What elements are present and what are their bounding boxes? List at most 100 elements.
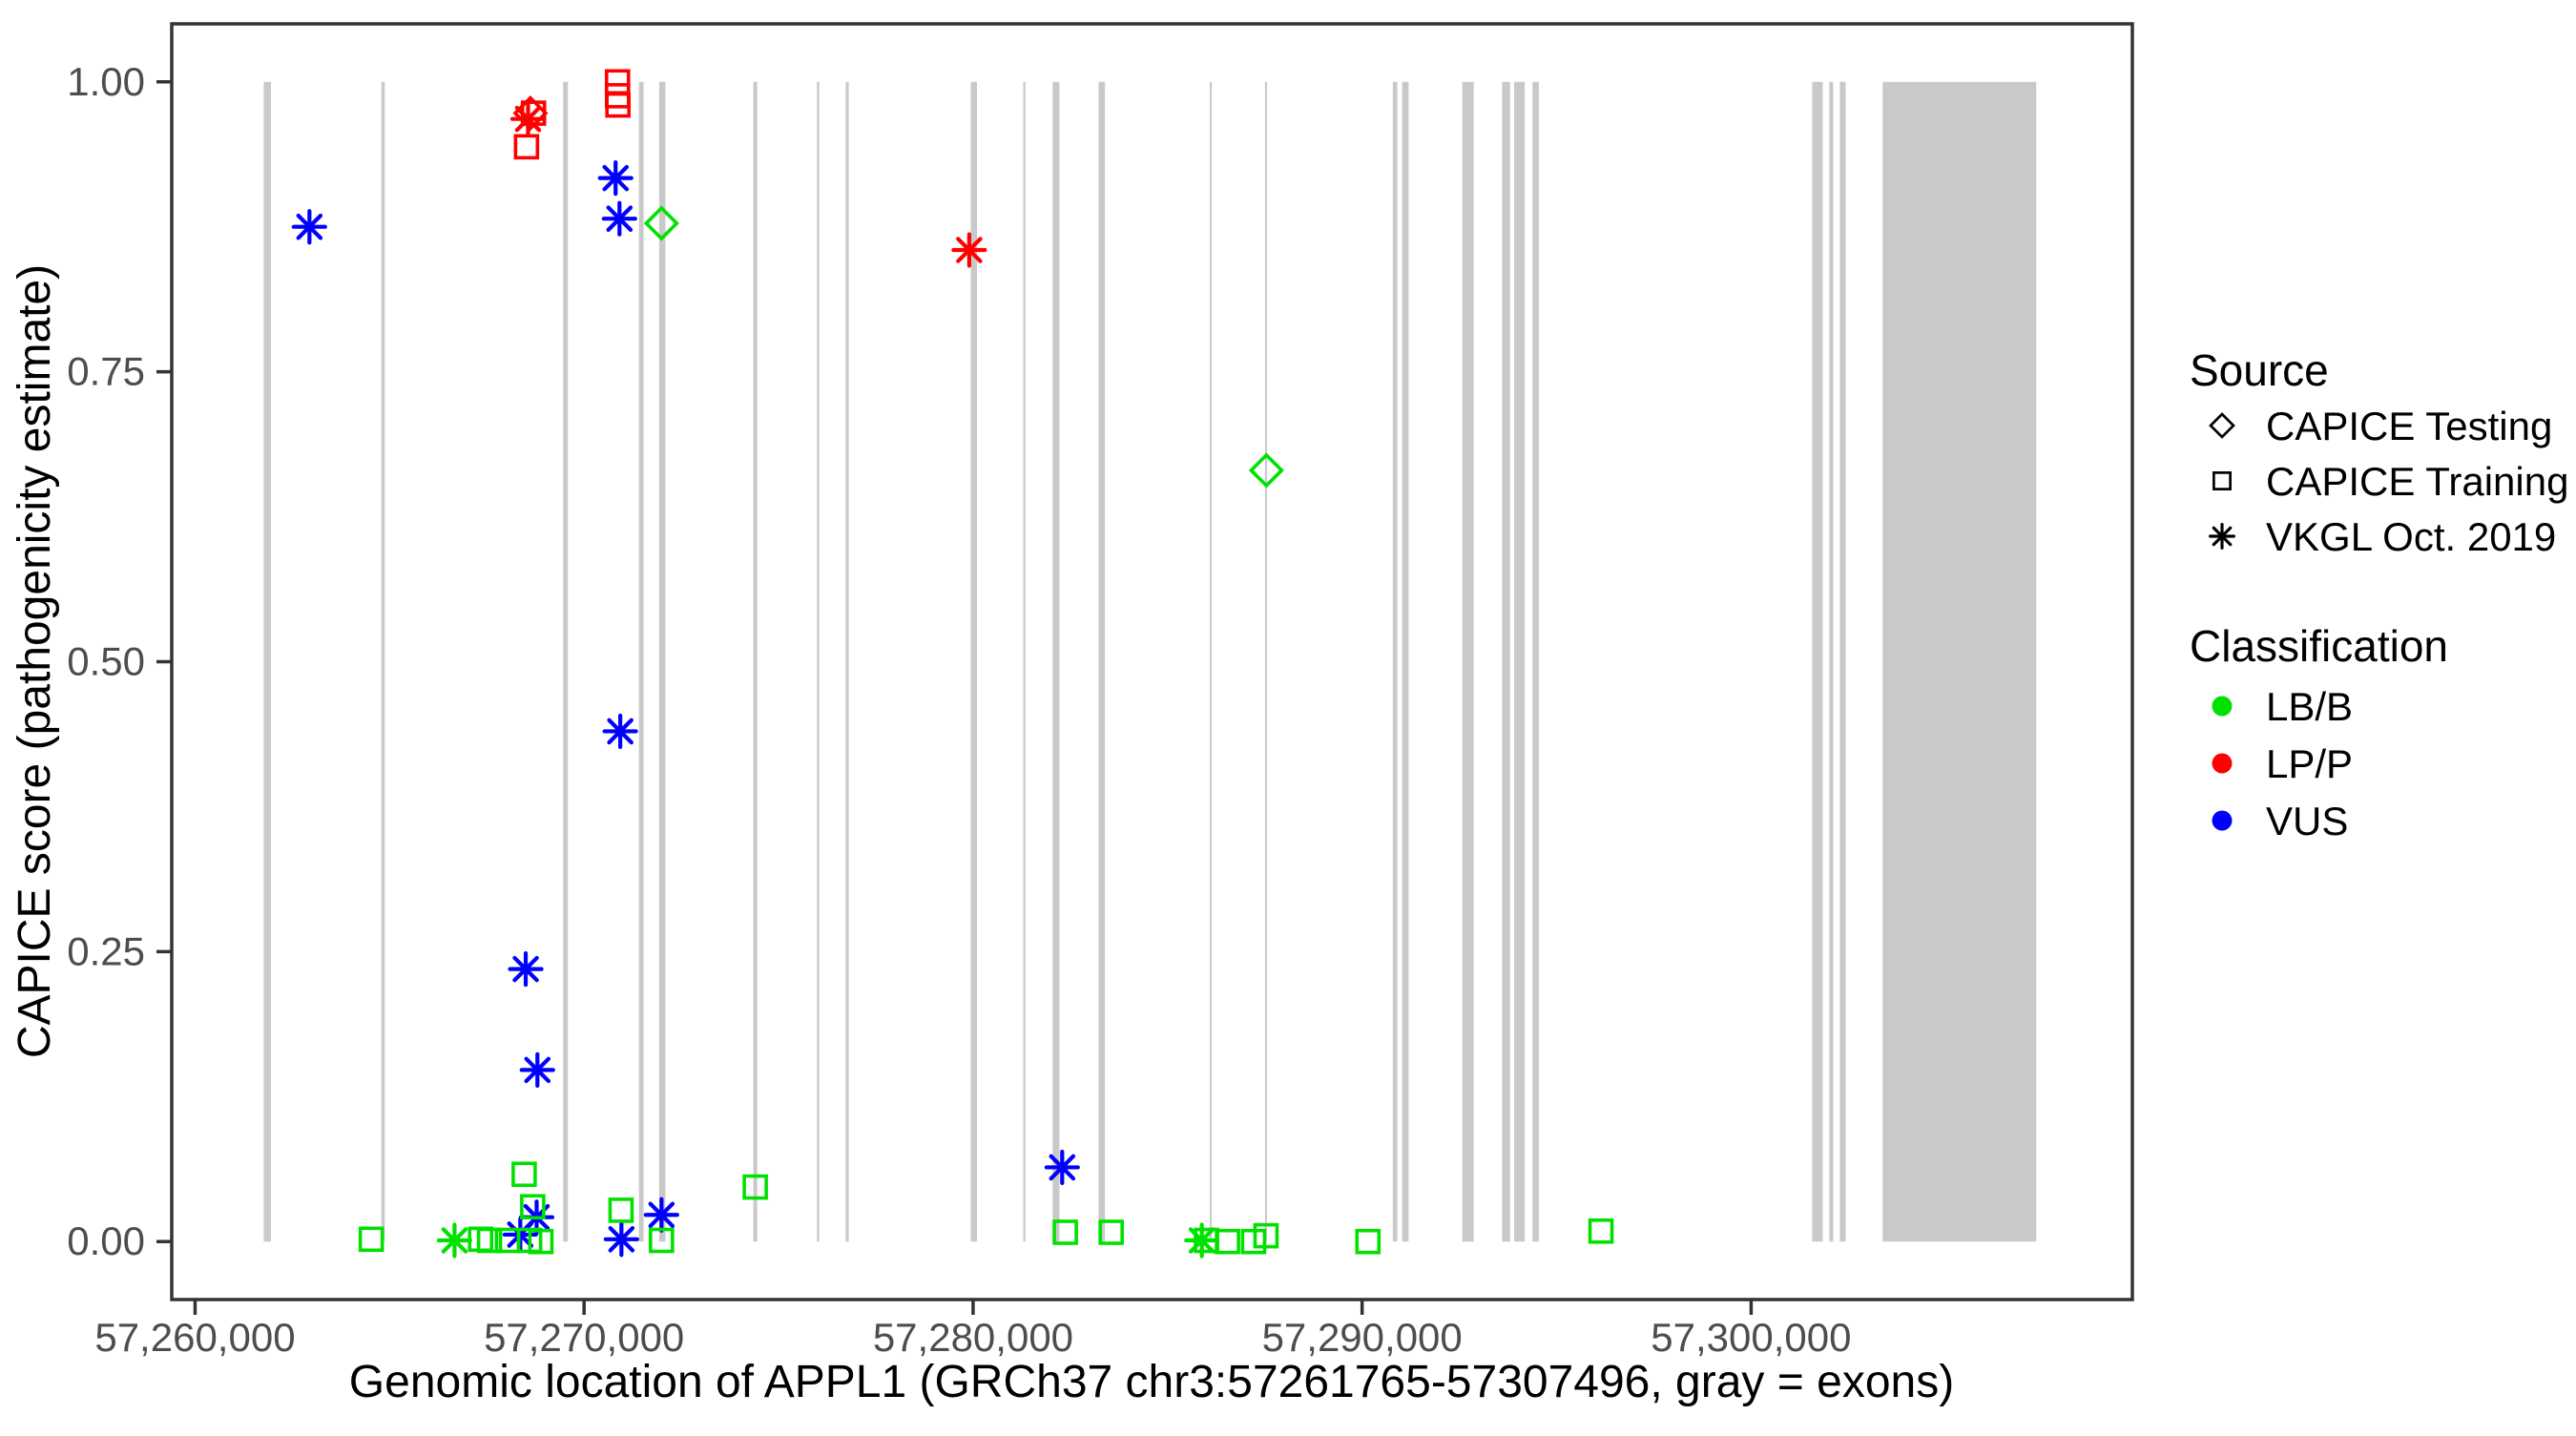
data-point-lp-p xyxy=(509,101,547,137)
data-point-lb-b xyxy=(1588,1217,1614,1244)
data-point-lb-b xyxy=(436,1222,473,1259)
square-marker xyxy=(1355,1228,1381,1255)
data-point-lb-b xyxy=(511,1161,537,1188)
exon-bar xyxy=(658,81,666,1242)
color-dot-icon xyxy=(2212,753,2233,774)
asterisk-marker xyxy=(512,955,539,983)
data-point-lb-b xyxy=(643,205,679,241)
diamond-icon xyxy=(2209,412,2235,439)
square-icon xyxy=(2212,471,2232,490)
x-tick-label: 57,280,000 xyxy=(873,1315,1073,1360)
diamond-marker xyxy=(643,205,679,241)
data-point-lb-b xyxy=(649,1227,675,1254)
legend-item-lp-p: LP/P xyxy=(2212,741,2353,786)
exon-bar xyxy=(1839,81,1846,1242)
exon-bar xyxy=(263,81,271,1242)
exon-bar xyxy=(381,81,385,1242)
square-marker xyxy=(605,92,631,118)
exon-bar xyxy=(1098,81,1106,1242)
x-tick-label: 57,300,000 xyxy=(1651,1315,1851,1360)
data-point-lp-p xyxy=(513,134,540,160)
asterisk-marker xyxy=(602,164,629,192)
exon-bar xyxy=(1514,81,1526,1242)
y-tick-label: 0.25 xyxy=(67,928,145,973)
asterisk-marker xyxy=(524,1056,551,1084)
asterisk-marker xyxy=(648,1201,675,1229)
square-marker xyxy=(604,69,631,95)
data-point-lb-b xyxy=(476,1227,503,1254)
square-marker xyxy=(1052,1219,1078,1245)
data-point-lb-b xyxy=(358,1226,384,1253)
data-point-vus xyxy=(597,160,634,197)
legend-item-label: VKGL Oct. 2019 xyxy=(2266,514,2556,559)
y-tick-label: 0.50 xyxy=(67,639,145,684)
data-point-lb-b xyxy=(742,1174,768,1200)
asterisk-marker xyxy=(441,1227,468,1254)
asterisk-marker xyxy=(607,718,634,745)
legend-item-square: CAPICE Training xyxy=(2212,459,2568,504)
y-axis-title: CAPICE score (pathogenicity estimate) xyxy=(10,264,60,1058)
x-tick-label: 57,290,000 xyxy=(1262,1315,1463,1360)
legend-classification-items: LB/B LP/P VUS xyxy=(2212,684,2353,843)
y-axis: 0.00 0.25 0.50 0.75 1.00 xyxy=(67,59,172,1263)
panel-border xyxy=(170,22,2134,1301)
data-point-lb-b xyxy=(528,1228,554,1255)
exon-bar xyxy=(1829,81,1834,1242)
data-point-vus xyxy=(508,950,544,988)
square-marker xyxy=(511,1161,537,1188)
square-marker xyxy=(476,1227,503,1254)
legend-item-label: LB/B xyxy=(2266,684,2353,729)
legend-item-label: CAPICE Testing xyxy=(2266,404,2552,448)
exon-bar xyxy=(563,81,569,1242)
data-point-vus xyxy=(601,200,637,237)
data-point-lb-b xyxy=(520,1194,546,1220)
asterisk-icon xyxy=(2209,523,2235,550)
y-tick-label: 0.75 xyxy=(67,349,145,394)
square-marker xyxy=(358,1226,384,1253)
data-point-lb-b xyxy=(1355,1228,1381,1255)
exon-bar xyxy=(845,81,849,1242)
legend-item-diamond: CAPICE Testing xyxy=(2209,404,2552,448)
exon-bar xyxy=(1532,81,1539,1242)
legend-item-label: CAPICE Training xyxy=(2266,459,2568,504)
square-marker xyxy=(1215,1228,1240,1255)
square-marker xyxy=(513,134,540,160)
legend-classification-title: Classification xyxy=(2190,621,2448,671)
square-marker xyxy=(2212,471,2232,490)
asterisk-marker xyxy=(2212,526,2233,547)
data-point-vus xyxy=(1044,1149,1080,1186)
x-axis-title: Genomic location of APPL1 (GRCh37 chr3:5… xyxy=(349,1357,1954,1407)
data-point-vus xyxy=(603,1221,639,1258)
data-point-lb-b xyxy=(1248,452,1284,489)
asterisk-marker xyxy=(956,237,983,263)
square-marker xyxy=(520,1194,546,1220)
exon-bar xyxy=(1023,81,1026,1242)
data-point-lp-p xyxy=(604,69,631,95)
data-points xyxy=(291,69,1614,1259)
data-point-vus xyxy=(519,1051,555,1088)
square-marker xyxy=(528,1228,554,1255)
square-marker xyxy=(649,1227,675,1254)
legend-source-items: CAPICE Testing CAPICE Training VKGL Oct. 2… xyxy=(2209,404,2568,559)
asterisk-marker xyxy=(608,1226,635,1253)
data-point-lb-b xyxy=(467,1226,494,1253)
square-marker xyxy=(742,1174,768,1200)
legend-item-label: LP/P xyxy=(2266,741,2353,786)
exon-bar xyxy=(1462,81,1474,1242)
data-point-lp-p xyxy=(605,92,631,118)
asterisk-marker xyxy=(296,213,323,240)
exon-bar xyxy=(817,81,820,1242)
exon-bar xyxy=(1882,81,2037,1242)
exon-bar xyxy=(753,81,758,1242)
data-point-vus xyxy=(291,209,327,245)
exon-bar xyxy=(970,81,978,1242)
data-point-lb-b xyxy=(1253,1222,1279,1249)
x-axis: 57,260,000 57,270,000 57,280,000 57,290,000… xyxy=(94,1300,1852,1360)
legend-item-label: VUS xyxy=(2266,799,2348,843)
asterisk-marker xyxy=(514,105,542,133)
y-tick-label: 0.00 xyxy=(67,1218,145,1263)
data-point-lb-b xyxy=(1052,1219,1078,1245)
color-dot-icon xyxy=(2212,696,2233,717)
exon-bar xyxy=(1502,81,1510,1242)
x-tick-label: 57,260,000 xyxy=(94,1315,295,1360)
